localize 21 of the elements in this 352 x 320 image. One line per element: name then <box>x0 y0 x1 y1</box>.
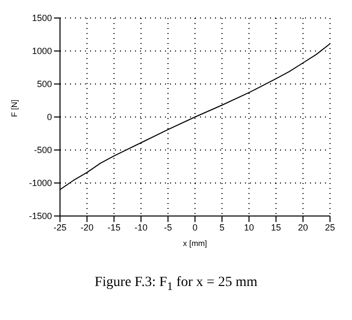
y-tick-label: 1500 <box>32 13 52 24</box>
x-tick-label: 20 <box>298 222 308 232</box>
x-tick-label: -10 <box>134 222 148 232</box>
x-tick-label: -25 <box>53 222 67 232</box>
y-tick-label: 0 <box>46 112 52 122</box>
y-tick-label: -500 <box>34 145 52 156</box>
x-tick-label: 5 <box>219 222 225 232</box>
x-tick-label: -15 <box>107 222 121 232</box>
y-tick-label: -1000 <box>28 178 52 188</box>
x-tick-label: -20 <box>80 222 94 232</box>
x-tick-label: 0 <box>192 222 198 232</box>
y-axis-title: F [N] <box>10 100 19 117</box>
y-tick-label: 1000 <box>32 46 52 56</box>
x-tick-label: 15 <box>270 222 282 232</box>
x-tick-label: 10 <box>244 222 254 232</box>
y-tick-label: -1500 <box>28 211 52 222</box>
text: Figure F.3: F$_{1}$ for x = 25 mm <box>94 275 258 293</box>
x-tick-label: -5 <box>164 222 172 232</box>
x-axis-title: x [mm] <box>183 239 207 248</box>
y-tick-label: 500 <box>36 79 52 90</box>
x-tick-label: 25 <box>324 222 336 232</box>
